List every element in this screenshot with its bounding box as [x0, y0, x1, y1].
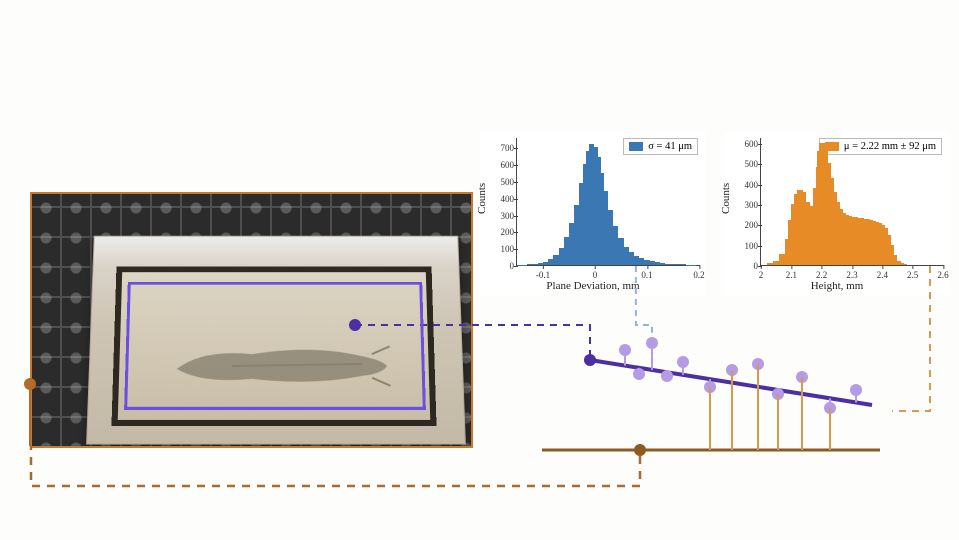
histogram-height: Counts Height, mm μ = 2.22 mm ± 92 μm 01…	[724, 132, 950, 296]
baseline-node	[634, 444, 646, 456]
xtick: 0	[593, 270, 598, 280]
ytick: 400	[724, 180, 758, 190]
bar	[901, 264, 907, 265]
data-point	[633, 368, 645, 380]
ytick: 0	[480, 261, 514, 271]
ytick: 600	[724, 139, 758, 149]
roi-rectangle	[124, 282, 426, 410]
ytick: 700	[480, 143, 514, 153]
xtick: 2.2	[816, 270, 827, 280]
ytick: 200	[480, 227, 514, 237]
fit-line-node	[584, 354, 596, 366]
ytick: 500	[724, 159, 758, 169]
data-point	[850, 384, 862, 396]
xlabel: Height, mm	[724, 280, 950, 292]
orange-anchor-stub	[29, 388, 31, 446]
ytick: 0	[724, 261, 758, 271]
ytick: 600	[480, 160, 514, 170]
bars-container	[517, 139, 699, 265]
xtick: 2.1	[786, 270, 797, 280]
photo-frame	[30, 192, 473, 448]
xlabel: Plane Deviation, mm	[480, 280, 706, 292]
ytick: 200	[724, 220, 758, 230]
figure-canvas: Counts Plane Deviation, mm σ = 41 μm 010…	[0, 0, 959, 540]
data-point	[619, 344, 631, 356]
xtick: 0.1	[641, 270, 652, 280]
ytick: 500	[480, 177, 514, 187]
xtick: -0.1	[536, 270, 550, 280]
ytick: 400	[480, 194, 514, 204]
data-point	[646, 337, 658, 349]
ytick: 300	[724, 200, 758, 210]
xtick: 0.2	[693, 270, 704, 280]
schematic-diagram	[480, 300, 950, 480]
xtick: 2.6	[937, 270, 948, 280]
ytick: 100	[480, 244, 514, 254]
ytick: 300	[480, 211, 514, 221]
data-point	[661, 370, 673, 382]
data-point	[677, 356, 689, 368]
xtick: 2.3	[846, 270, 857, 280]
bars-container	[761, 139, 943, 265]
xtick: 2	[759, 270, 764, 280]
histogram-plane-deviation: Counts Plane Deviation, mm σ = 41 μm 010…	[480, 132, 706, 296]
xtick: 2.5	[907, 270, 918, 280]
ytick: 100	[724, 241, 758, 251]
xtick: 2.4	[877, 270, 888, 280]
